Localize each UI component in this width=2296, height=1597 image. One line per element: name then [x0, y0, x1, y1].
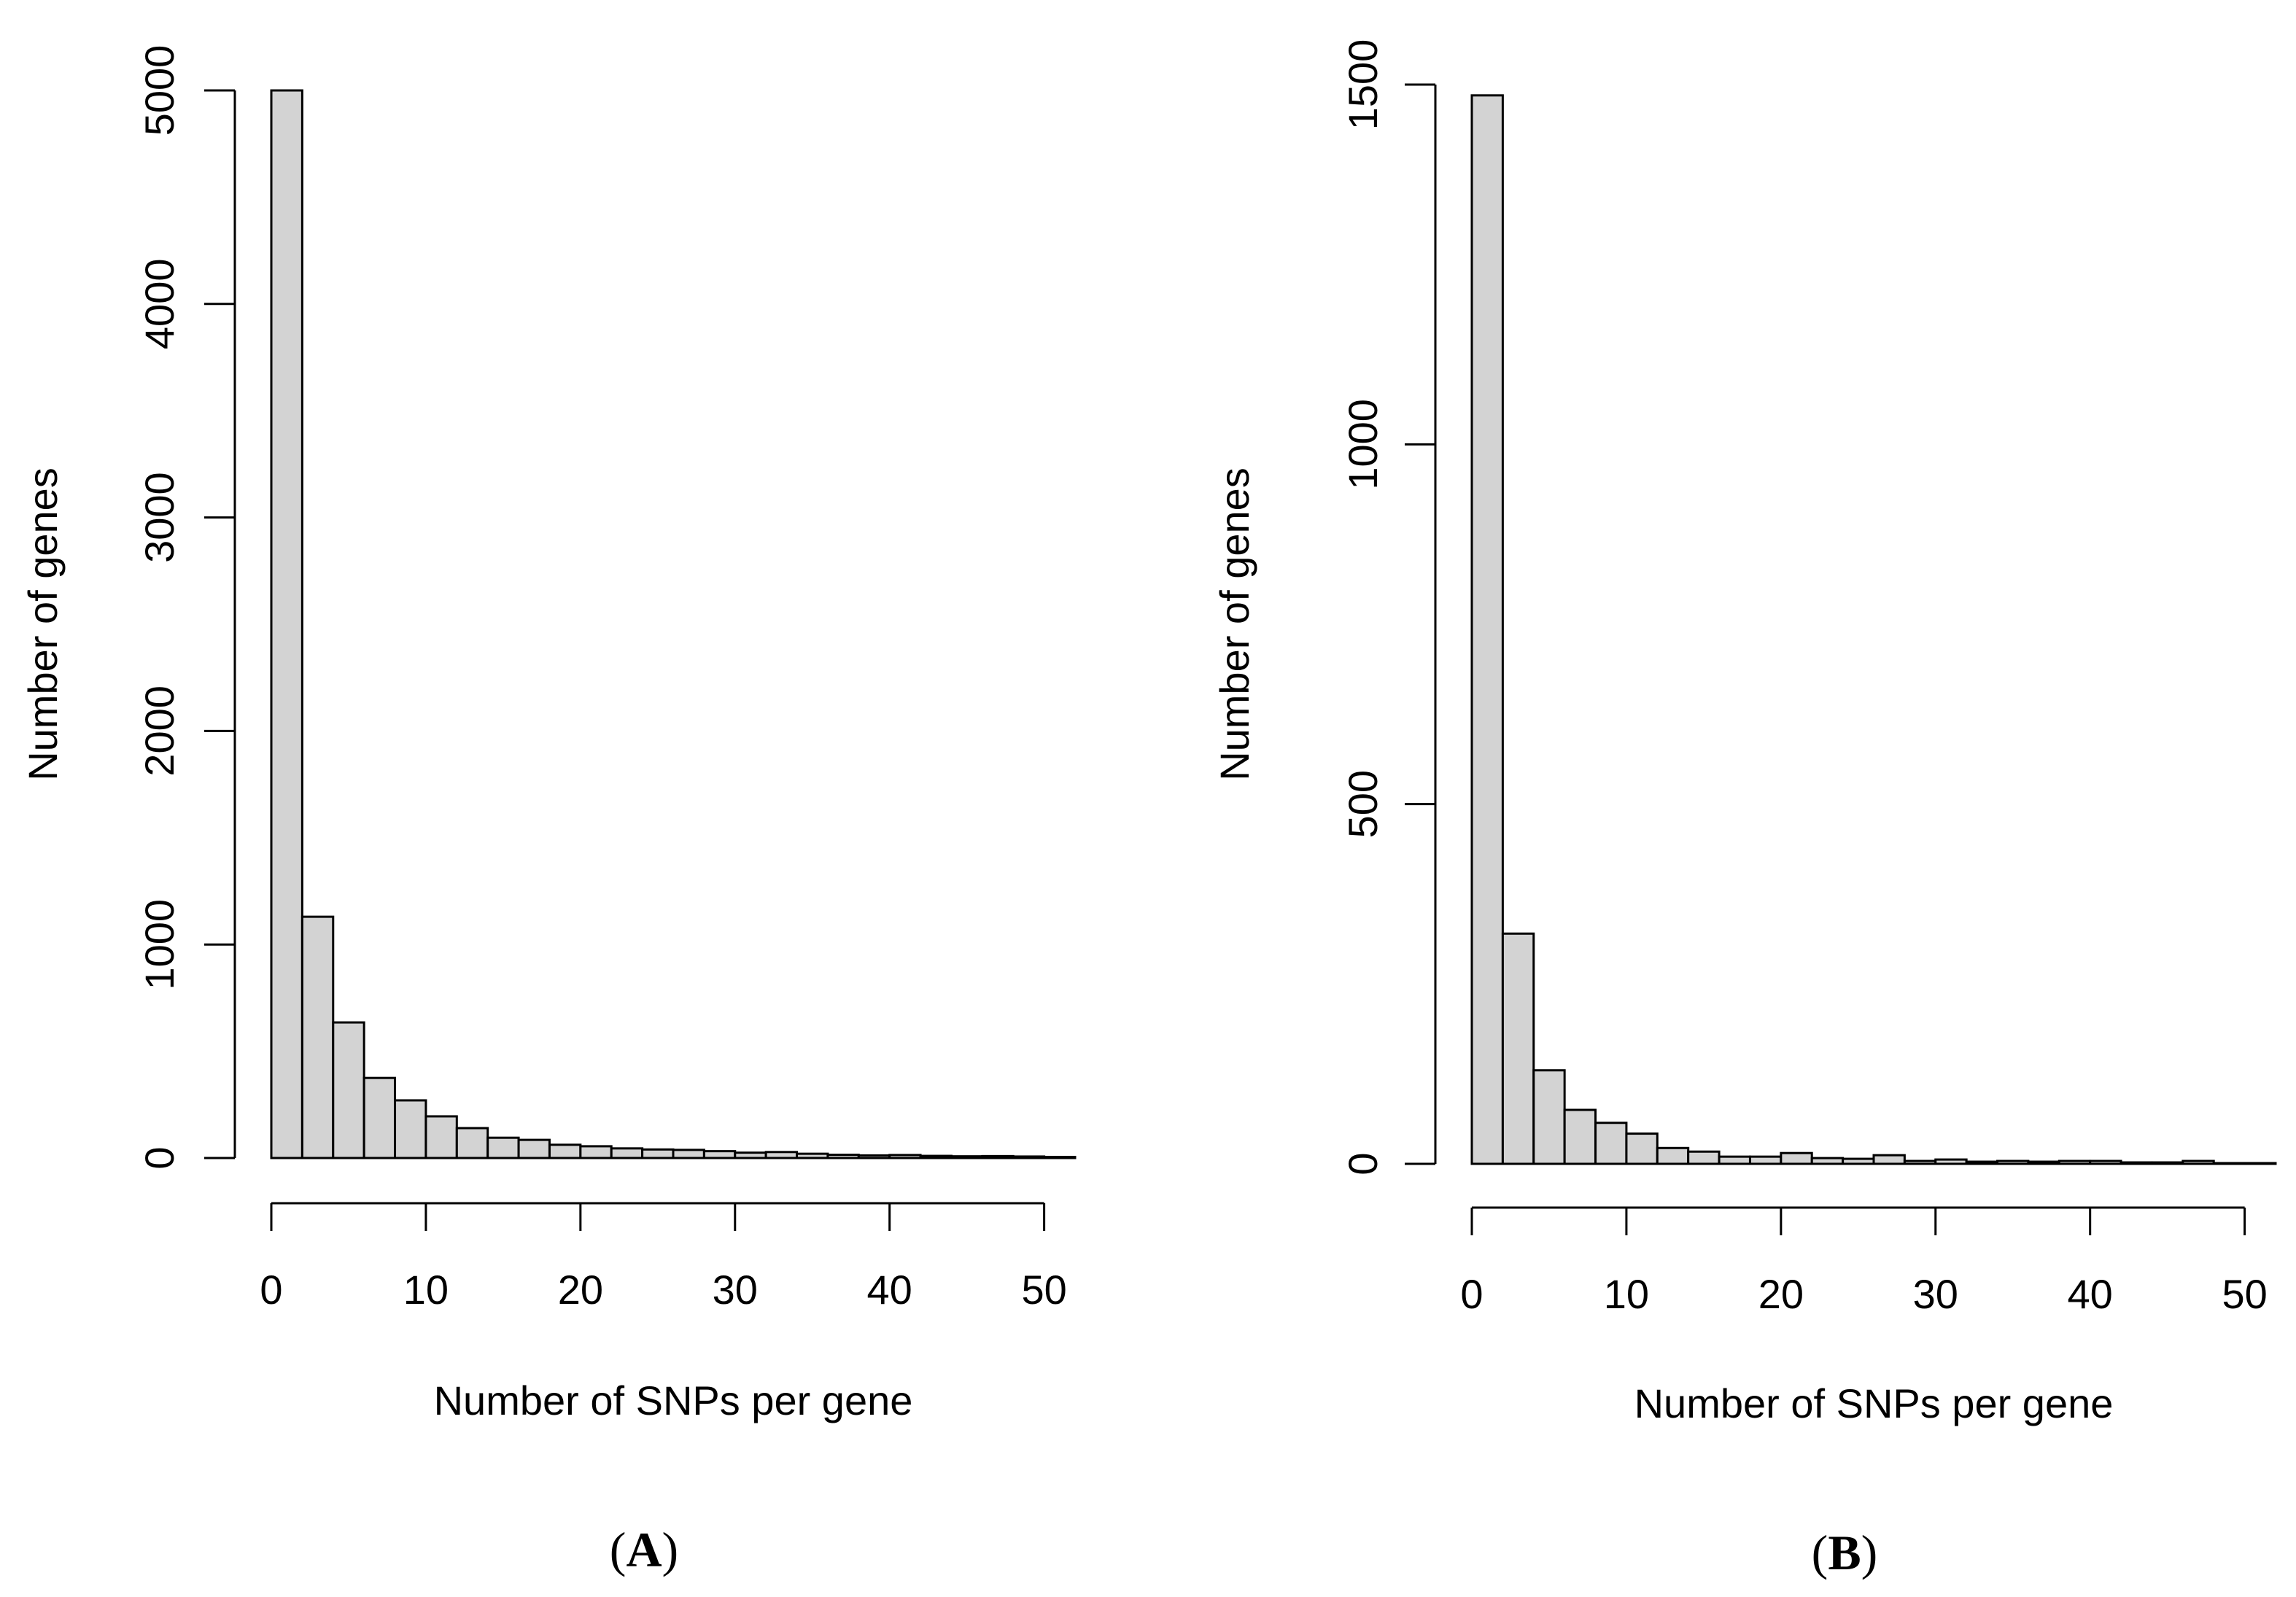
histogram-bar — [1625, 1132, 1659, 1165]
x-axis-title: Number of SNPs per gene — [1634, 1380, 2114, 1426]
histogram-bar — [672, 1149, 705, 1159]
x-axis: 0 10 20 30 40 50 — [260, 1202, 1067, 1313]
histogram-bar — [1842, 1157, 1875, 1165]
histogram-bar — [1718, 1155, 1751, 1165]
panel-label-letter: A — [626, 1522, 662, 1577]
histogram-bar — [455, 1127, 489, 1159]
y-tick-label: 5000 — [136, 45, 182, 136]
y-axis-title: Number of genes — [1211, 467, 1257, 781]
histogram-bar — [579, 1145, 613, 1159]
panel-label-letter: B — [1828, 1525, 1861, 1580]
histogram-bar — [270, 89, 303, 1159]
histogram-bar — [1934, 1158, 1968, 1165]
histogram-bar — [981, 1154, 1015, 1159]
y-tick-label: 2000 — [136, 685, 182, 777]
histogram-bar — [1563, 1108, 1597, 1165]
histogram-bar — [1810, 1157, 1845, 1165]
y-tick-label: 1000 — [1340, 399, 1386, 490]
histogram-bar — [1501, 932, 1535, 1165]
histogram-bar — [1532, 1069, 1566, 1165]
histogram-bar — [919, 1154, 953, 1159]
histogram-bar — [1903, 1159, 1937, 1165]
histogram-bar — [1470, 94, 1504, 1165]
x-tick-label: 30 — [1913, 1271, 1958, 1317]
x-tick-label: 40 — [2068, 1271, 2113, 1317]
y-tick-label: 1000 — [136, 899, 182, 990]
histogram-bar — [857, 1154, 891, 1159]
x-tick-label: 10 — [403, 1267, 449, 1313]
histogram-bar — [362, 1076, 397, 1159]
histogram-bar — [548, 1143, 582, 1159]
histogram-bar — [1012, 1155, 1046, 1159]
histogram-bar — [1748, 1155, 1783, 1165]
y-axis: 0 500 1000 1500 — [1340, 39, 1437, 1176]
x-tick-label: 20 — [1758, 1271, 1804, 1317]
y-tick-label: 0 — [136, 1146, 182, 1169]
histogram-bar — [1780, 1151, 1813, 1165]
y-ticks: 0 500 1000 1500 — [1340, 39, 1435, 1176]
histogram-bars — [270, 89, 1077, 1159]
x-tick-label: 20 — [558, 1267, 603, 1313]
histogram-bar — [517, 1138, 551, 1159]
y-tick-label: 3000 — [136, 472, 182, 563]
x-tick-label: 10 — [1604, 1271, 1649, 1317]
histogram-bar — [424, 1115, 458, 1159]
histogram-bar — [2027, 1160, 2060, 1165]
histogram-bar — [796, 1152, 829, 1159]
histogram-bar — [486, 1136, 520, 1159]
y-tick-label: 0 — [1340, 1152, 1386, 1175]
histogram-bar — [1656, 1146, 1690, 1165]
y-tick-label: 500 — [1340, 770, 1386, 838]
panel-label: (B) — [1812, 1525, 1878, 1580]
x-tick-label: 0 — [260, 1267, 282, 1313]
histogram-bar — [1687, 1150, 1721, 1165]
histogram-bar — [764, 1151, 799, 1159]
y-ticks: 0 1000 2000 3000 4000 5000 — [136, 45, 235, 1170]
histogram-bar — [2243, 1162, 2277, 1165]
histogram-bar — [950, 1155, 984, 1159]
x-axis-title: Number of SNPs per gene — [434, 1378, 913, 1423]
histogram-bar — [300, 915, 335, 1159]
histogram-bar — [2058, 1159, 2092, 1165]
x-ticks: 0 10 20 30 40 50 — [260, 1203, 1067, 1313]
histogram-bars — [1470, 94, 2277, 1165]
y-axis: 0 1000 2000 3000 4000 5000 — [136, 45, 236, 1170]
histogram-panel-a: 0 1000 2000 3000 4000 5000 0 10 20 30 40 50 Number… — [20, 45, 1077, 1577]
x-tick-label: 50 — [1021, 1267, 1066, 1313]
histogram-bar — [1872, 1154, 1906, 1165]
histogram-panel-b: 0 500 1000 1500 0 10 20 30 40 50 Number of SNPs … — [1211, 39, 2277, 1580]
x-tick-label: 0 — [1460, 1271, 1483, 1317]
x-axis: 0 10 20 30 40 50 — [1460, 1206, 2268, 1317]
histogram-bar — [610, 1147, 644, 1159]
histogram-bar — [2181, 1159, 2215, 1165]
x-tick-label: 30 — [713, 1267, 758, 1313]
histogram-bar — [888, 1154, 922, 1159]
y-axis-title: Number of genes — [20, 467, 66, 781]
x-tick-label: 50 — [2222, 1271, 2267, 1317]
histogram-bar — [2119, 1161, 2153, 1165]
histogram-bar — [641, 1148, 675, 1159]
x-ticks: 0 10 20 30 40 50 — [1460, 1208, 2268, 1317]
histogram-bar — [2212, 1162, 2246, 1165]
histogram-bar — [394, 1099, 427, 1159]
histogram-bar — [1043, 1156, 1077, 1159]
histogram-bar — [1594, 1122, 1628, 1165]
histogram-bar — [734, 1151, 767, 1159]
y-tick-label: 4000 — [136, 259, 182, 350]
histogram-bar — [702, 1150, 737, 1159]
histogram-bar — [1996, 1159, 2030, 1165]
histogram-bar — [826, 1154, 860, 1159]
histogram-bar — [2150, 1161, 2184, 1165]
histogram-bar — [332, 1021, 365, 1159]
histogram-bar — [2089, 1159, 2122, 1165]
x-tick-label: 40 — [867, 1267, 912, 1313]
panel-label: (A) — [610, 1522, 678, 1577]
histogram-bar — [1965, 1160, 1999, 1165]
y-tick-label: 1500 — [1340, 39, 1386, 131]
